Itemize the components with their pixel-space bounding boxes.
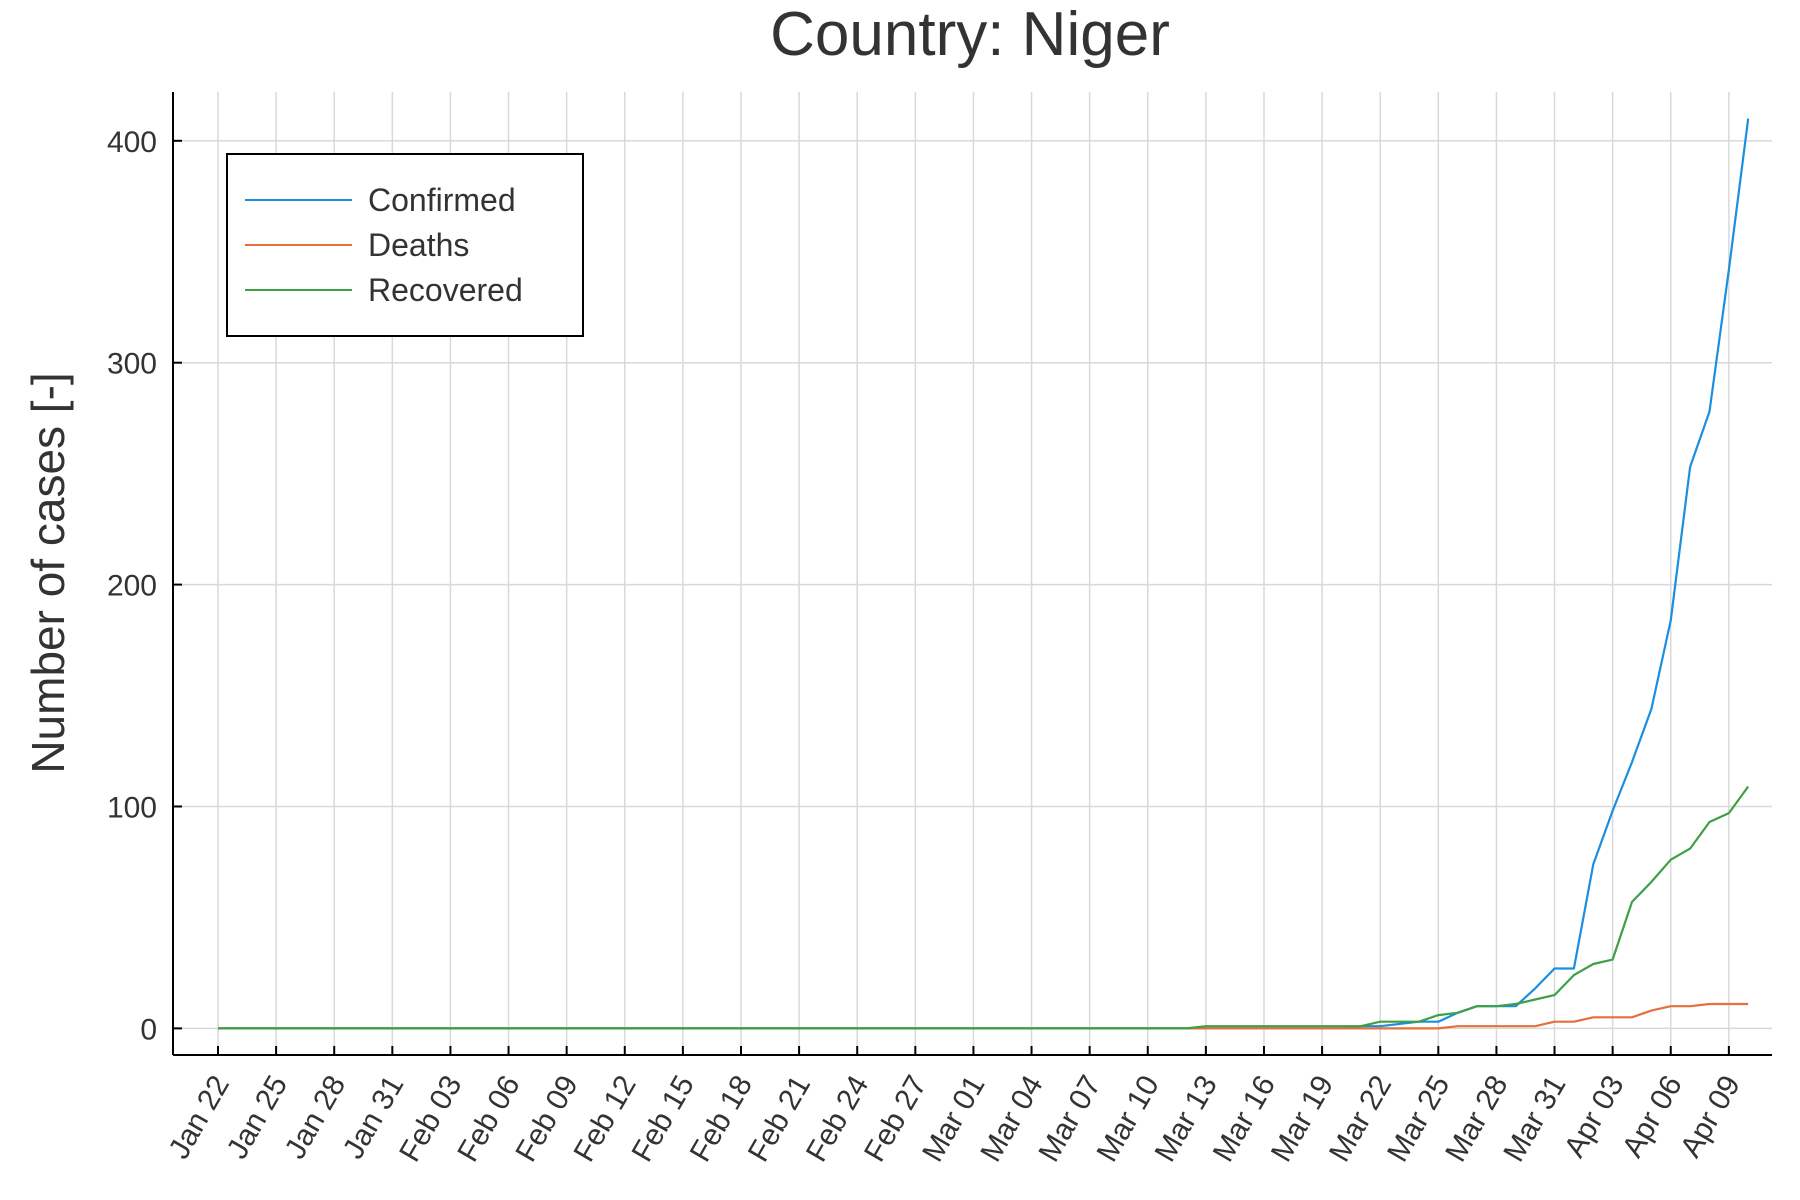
- chart-title: Country: Niger: [770, 0, 1170, 69]
- legend: Confirmed Deaths Recovered: [226, 153, 584, 337]
- series-line-recovered: [218, 785, 1750, 1030]
- legend-label-confirmed: Confirmed: [368, 182, 516, 218]
- series-line-deaths: [218, 1002, 1749, 1030]
- y-ticks: 0 100 200 300 400: [107, 126, 182, 1046]
- y-tick-label: 100: [107, 791, 157, 824]
- y-tick-label: 400: [107, 126, 157, 159]
- y-axis-label: Number of cases [-]: [22, 372, 74, 773]
- x-tick-label: Apr 09: [1674, 1070, 1747, 1163]
- legend-label-recovered: Recovered: [368, 272, 523, 308]
- series-group: [218, 118, 1750, 1030]
- y-tick-label: 300: [107, 348, 157, 381]
- y-tick-label: 0: [140, 1013, 157, 1046]
- y-tick-label: 200: [107, 570, 157, 603]
- legend-label-deaths: Deaths: [368, 227, 469, 263]
